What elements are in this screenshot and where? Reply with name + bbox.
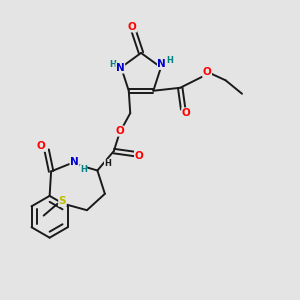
Text: N: N xyxy=(70,157,79,166)
Text: N: N xyxy=(116,63,124,73)
Text: O: O xyxy=(182,108,190,118)
Text: H: H xyxy=(80,165,87,174)
Text: O: O xyxy=(37,141,46,151)
Text: S: S xyxy=(59,196,66,206)
Text: O: O xyxy=(128,22,136,32)
Text: H: H xyxy=(110,60,116,69)
Text: O: O xyxy=(116,126,124,136)
Text: O: O xyxy=(134,151,143,160)
Text: O: O xyxy=(203,67,212,77)
Text: N: N xyxy=(158,59,166,69)
Text: H: H xyxy=(104,159,111,168)
Text: H: H xyxy=(166,56,173,65)
